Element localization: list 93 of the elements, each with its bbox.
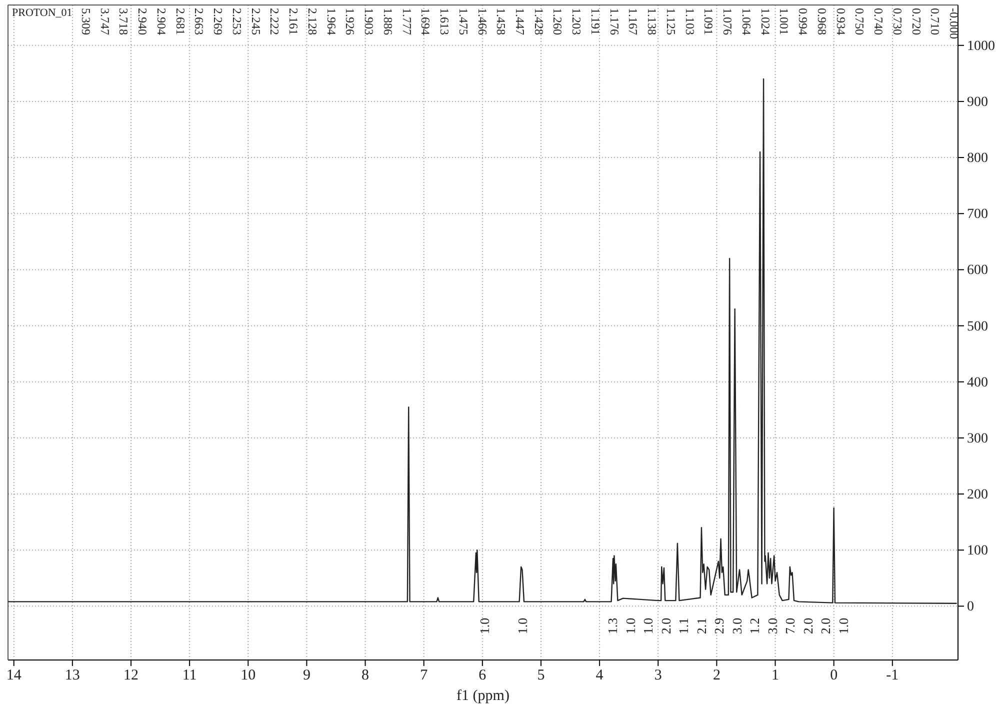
annotation: 7.0 <box>782 618 798 634</box>
x-tick-label: 12 <box>123 668 138 684</box>
y-tick-label: 400 <box>967 375 988 390</box>
y-tick-label: 1000 <box>967 38 995 54</box>
annotation: 2.128 <box>305 8 320 35</box>
annotation: 1.167 <box>626 8 640 35</box>
y-tick-label: 300 <box>967 431 988 446</box>
line-series <box>7 78 958 604</box>
y-tick-label: 500 <box>967 319 988 334</box>
annotation: 2.9 <box>712 618 727 634</box>
annotation: 1.203 <box>570 8 584 35</box>
annotation: 2.253 <box>230 8 244 35</box>
annotation: 0.994 <box>796 8 810 35</box>
annotation: 2.904 <box>154 8 168 35</box>
annotation: 2.1 <box>694 618 709 634</box>
chart-title: PROTON_01 <box>12 7 72 19</box>
x-tick-label: 5 <box>537 668 545 684</box>
annotation: 1.466 <box>475 8 490 35</box>
annotation: 2.222 <box>268 8 282 35</box>
annotation: 1.886 <box>380 8 395 35</box>
annotation: 2.0 <box>658 618 674 634</box>
annotation: 1.138 <box>645 8 660 35</box>
annotation: 1.613 <box>438 8 452 35</box>
annotation: 1.0 <box>640 618 656 634</box>
annotation: 1.0 <box>622 618 638 634</box>
x-tick-label: -1 <box>886 668 899 684</box>
x-tick-label: 0 <box>830 668 838 684</box>
annotation: 1.103 <box>682 8 697 35</box>
y-tick-label: 200 <box>967 487 988 502</box>
annotation: 1.0 <box>836 618 851 634</box>
annotation: 0.750 <box>852 8 867 35</box>
x-tick-label: 6 <box>478 668 487 684</box>
annotation: 3.0 <box>764 618 780 634</box>
y-tick-label: 900 <box>967 94 988 110</box>
x-tick-label: 7 <box>420 668 428 684</box>
annotation: 0.968 <box>814 8 829 35</box>
annotation: 2.0 <box>818 618 834 634</box>
annotation: 2.663 <box>192 8 206 35</box>
x-axis-title: f1 (ppm) <box>456 688 510 704</box>
annotation: 1.3 <box>605 618 620 634</box>
x-tick-label: 10 <box>240 668 256 684</box>
annotation: 2.245 <box>248 8 263 35</box>
annotation: 1.475 <box>456 8 470 35</box>
y-tick-label: 600 <box>967 263 988 278</box>
x-tick-label: 11 <box>182 668 197 684</box>
annotation: 1.176 <box>607 8 622 35</box>
annotation: 1.458 <box>494 8 508 35</box>
annotation: 0.730 <box>890 8 904 35</box>
x-tick-label: 3 <box>654 668 662 684</box>
annotation: 1.001 <box>777 8 792 35</box>
annotation: 3.0 <box>729 618 744 634</box>
annotation: 1.777 <box>400 8 414 35</box>
annotation: 1.2 <box>747 618 762 634</box>
annotation: 1.191 <box>588 8 602 35</box>
annotation: 1.428 <box>532 8 546 35</box>
annotation: 1.447 <box>513 8 527 35</box>
annotation: 1.091 <box>702 8 716 35</box>
annotation: 1.0 <box>515 618 530 634</box>
y-tick-label: 0 <box>967 600 974 615</box>
annotation: 2.161 <box>286 8 301 35</box>
annotation: 1.0 <box>477 618 492 634</box>
annotation: 2.681 <box>173 8 188 35</box>
annotation: 1.1 <box>676 618 692 634</box>
annotation: 1.926 <box>343 8 358 35</box>
annotation: 1.064 <box>739 8 754 35</box>
x-tick-label: 2 <box>712 668 720 684</box>
annotation: 1.076 <box>720 8 735 35</box>
annotation: 2.940 <box>136 8 150 35</box>
annotation: 0.934 <box>834 8 848 35</box>
x-tick-label: 4 <box>596 668 604 684</box>
y-tick-label: 100 <box>967 544 988 559</box>
y-tick-label: 700 <box>967 207 988 222</box>
annotation: 1.024 <box>758 8 772 35</box>
annotation: 1.125 <box>664 8 678 35</box>
x-tick-label: 1 <box>772 668 780 684</box>
annotation: 0.740 <box>872 8 886 35</box>
x-tick-label: 13 <box>64 668 80 684</box>
annotation: 5.309 <box>79 8 93 35</box>
annotation: 1.964 <box>324 8 338 35</box>
annotation: -0.000 <box>947 8 961 39</box>
x-tick-label: 8 <box>362 668 370 684</box>
annotation: 0.710 <box>928 8 942 35</box>
annotation: 0.720 <box>909 8 924 35</box>
annotation: 1.903 <box>362 8 376 35</box>
annotation: 1.694 <box>418 8 433 35</box>
annotation: 3.747 <box>98 8 112 35</box>
y-tick-label: 800 <box>967 151 988 166</box>
x-tick-label: 9 <box>302 668 310 684</box>
annotation: 2.269 <box>211 8 226 35</box>
annotation: 2.0 <box>800 618 816 634</box>
annotation: 1.260 <box>550 8 565 35</box>
x-tick-label: 14 <box>6 668 22 684</box>
annotation: 3.718 <box>116 8 131 35</box>
